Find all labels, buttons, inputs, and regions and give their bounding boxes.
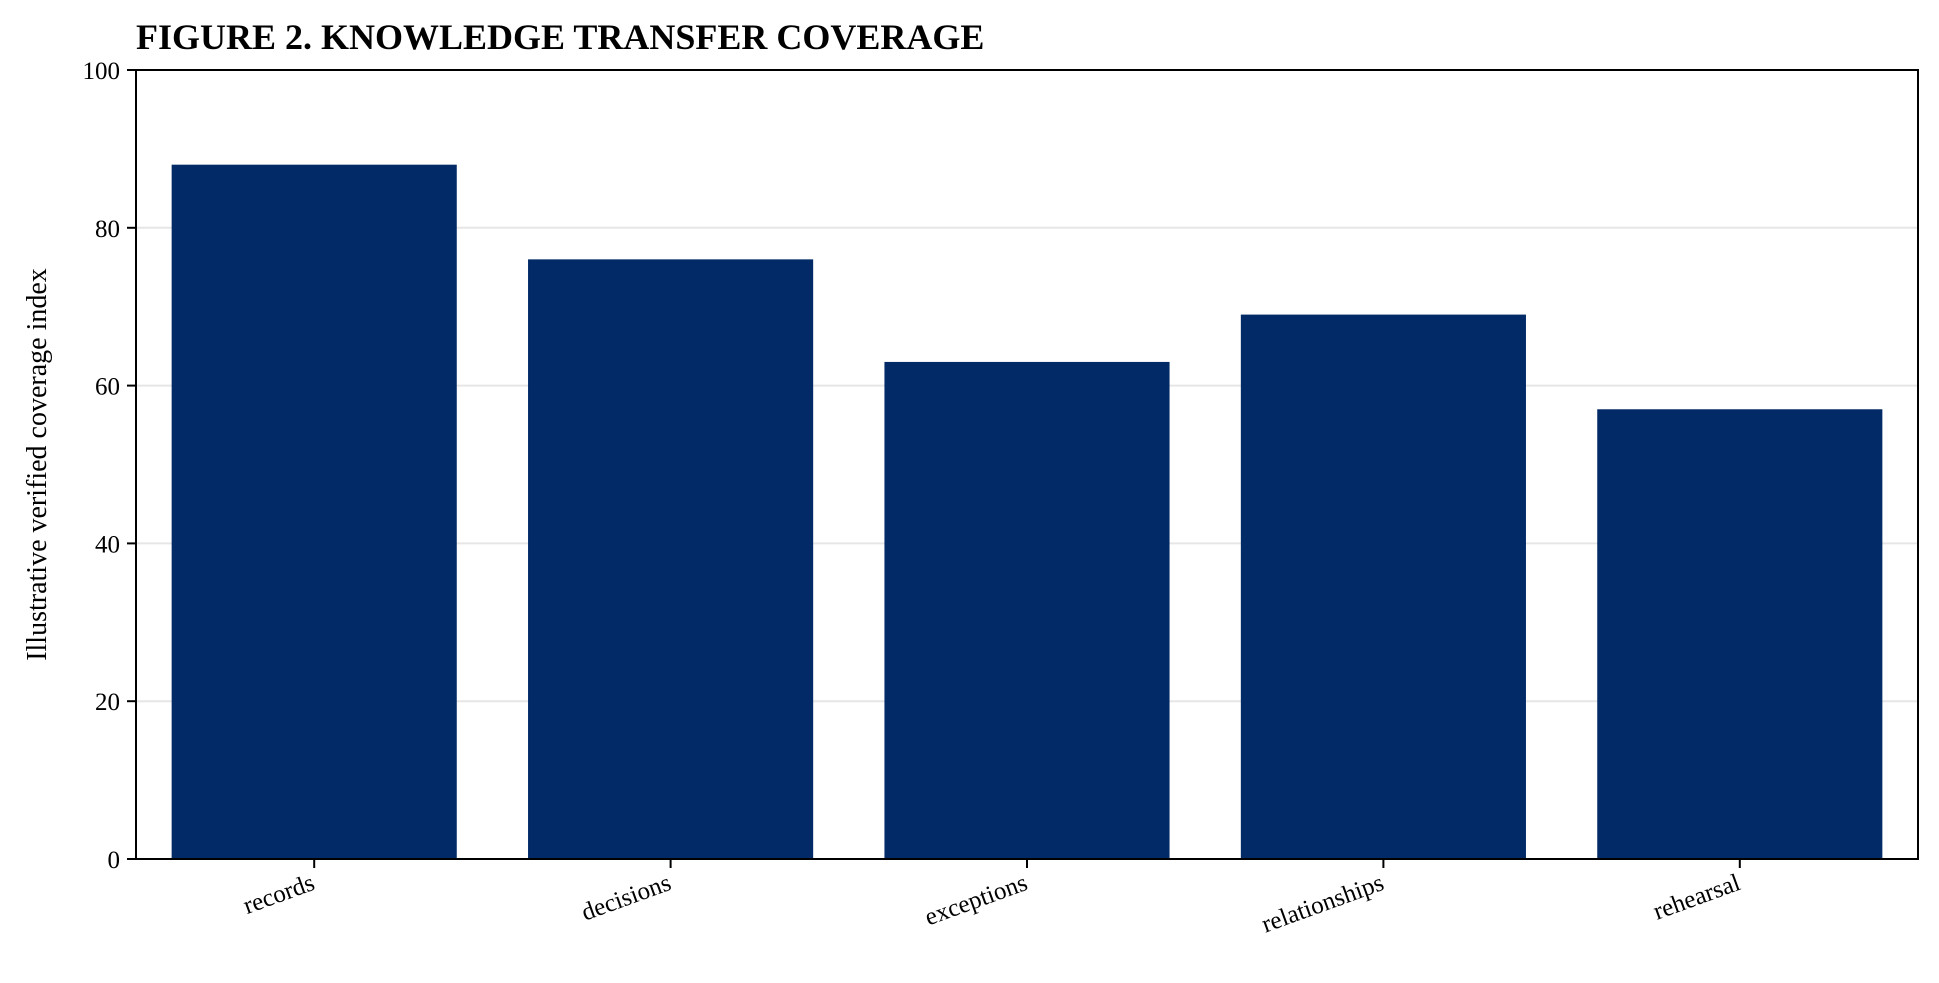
x-tick-label-relationships: relationships bbox=[1258, 869, 1387, 938]
x-tick-label-decisions: decisions bbox=[578, 869, 675, 926]
bar-rehearsal bbox=[1597, 409, 1883, 859]
bars bbox=[171, 164, 1883, 860]
bar-relationships bbox=[1240, 314, 1526, 860]
chart-title: FIGURE 2. KNOWLEDGE TRANSFER COVERAGE bbox=[136, 17, 984, 57]
x-tick-label-records: records bbox=[240, 869, 318, 920]
x-tick-label-rehearsal: rehearsal bbox=[1650, 869, 1744, 925]
x-axis-ticks: records decisions exceptions relationships r… bbox=[240, 859, 1744, 938]
y-tick-label-40: 40 bbox=[95, 531, 120, 558]
x-tick-label-exceptions: exceptions bbox=[921, 869, 1031, 931]
y-axis-label: Illustrative verified coverage index bbox=[22, 268, 53, 661]
y-tick-label-0: 0 bbox=[108, 847, 121, 874]
y-tick-label-20: 20 bbox=[95, 689, 120, 716]
bar-decisions bbox=[528, 259, 814, 859]
bar-records bbox=[171, 164, 457, 859]
y-axis-ticks: 0 20 40 60 80 100 bbox=[83, 58, 136, 874]
y-tick-label-80: 80 bbox=[95, 216, 120, 243]
y-tick-label-60: 60 bbox=[95, 374, 120, 401]
bar-exceptions bbox=[884, 361, 1170, 859]
y-tick-label-100: 100 bbox=[83, 58, 121, 85]
